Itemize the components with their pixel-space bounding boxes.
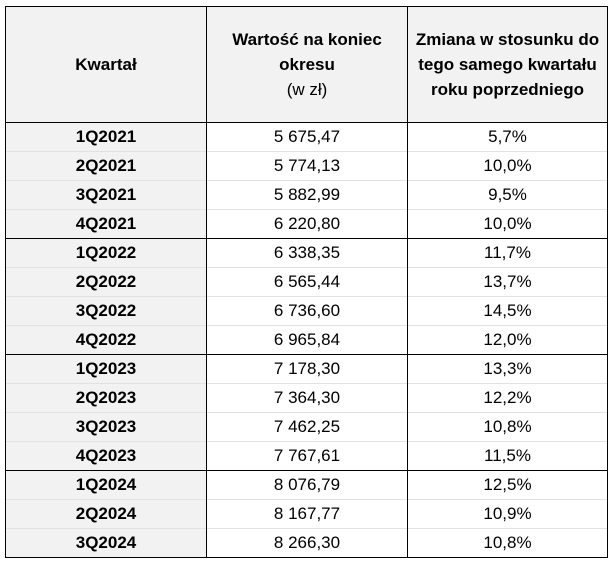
quarter-cell: 3Q2023 <box>5 412 207 442</box>
table-row: 4Q2023 7 767,61 11,5% <box>5 441 608 471</box>
header-quarter: Kwartał <box>5 6 207 123</box>
value-cell: 6 565,44 <box>206 267 408 297</box>
header-value: Wartość na koniec okresu (w zł) <box>206 6 408 123</box>
quarter-cell: 1Q2024 <box>5 470 207 500</box>
value-cell: 6 338,35 <box>206 238 408 268</box>
quarter-cell: 1Q2022 <box>5 238 207 268</box>
quarter-cell: 4Q2023 <box>5 441 207 471</box>
value-cell: 8 167,77 <box>206 499 408 529</box>
table-row: 1Q2021 5 675,47 5,7% <box>5 122 608 152</box>
change-cell: 14,5% <box>407 296 608 326</box>
quarter-cell: 4Q2021 <box>5 209 207 239</box>
value-cell: 7 462,25 <box>206 412 408 442</box>
change-cell: 10,8% <box>407 412 608 442</box>
value-cell: 7 178,30 <box>206 354 408 384</box>
value-cell: 8 076,79 <box>206 470 408 500</box>
table-row: 4Q2022 6 965,84 12,0% <box>5 325 608 355</box>
value-cell: 7 767,61 <box>206 441 408 471</box>
table-row: 2Q2024 8 167,77 10,9% <box>5 499 608 529</box>
change-cell: 9,5% <box>407 180 608 210</box>
table-row: 1Q2023 7 178,30 13,3% <box>5 354 608 384</box>
value-cell: 5 675,47 <box>206 122 408 152</box>
quarter-cell: 4Q2022 <box>5 325 207 355</box>
quarter-cell: 1Q2021 <box>5 122 207 152</box>
change-cell: 10,9% <box>407 499 608 529</box>
change-cell: 12,0% <box>407 325 608 355</box>
table-row: 4Q2021 6 220,80 10,0% <box>5 209 608 239</box>
change-cell: 11,5% <box>407 441 608 471</box>
value-cell: 8 266,30 <box>206 528 408 558</box>
value-cell: 5 882,99 <box>206 180 408 210</box>
table-row: 2Q2023 7 364,30 12,2% <box>5 383 608 413</box>
quarter-cell: 2Q2024 <box>5 499 207 529</box>
value-cell: 6 220,80 <box>206 209 408 239</box>
quarter-cell: 2Q2022 <box>5 267 207 297</box>
change-cell: 13,3% <box>407 354 608 384</box>
header-value-unit: (w zł) <box>286 80 328 99</box>
value-cell: 6 736,60 <box>206 296 408 326</box>
change-cell: 10,0% <box>407 209 608 239</box>
value-cell: 7 364,30 <box>206 383 408 413</box>
header-value-label: Wartość na koniec okresu <box>232 30 382 74</box>
table-row: 1Q2024 8 076,79 12,5% <box>5 470 608 500</box>
header-row: Kwartał Wartość na koniec okresu (w zł) … <box>5 6 608 123</box>
change-cell: 12,2% <box>407 383 608 413</box>
quarter-cell: 3Q2022 <box>5 296 207 326</box>
value-cell: 6 965,84 <box>206 325 408 355</box>
value-cell: 5 774,13 <box>206 151 408 181</box>
table-row: 3Q2022 6 736,60 14,5% <box>5 296 608 326</box>
change-cell: 11,7% <box>407 238 608 268</box>
quarter-cell: 2Q2021 <box>5 151 207 181</box>
quarter-cell: 2Q2023 <box>5 383 207 413</box>
quarter-cell: 3Q2024 <box>5 528 207 558</box>
table-row: 1Q2022 6 338,35 11,7% <box>5 238 608 268</box>
table-row: 3Q2024 8 266,30 10,8% <box>5 528 608 558</box>
table-row: 3Q2021 5 882,99 9,5% <box>5 180 608 210</box>
quarter-cell: 3Q2021 <box>5 180 207 210</box>
table-row: 2Q2021 5 774,13 10,0% <box>5 151 608 181</box>
header-change: Zmiana w stosunku do tego samego kwartał… <box>407 6 608 123</box>
change-cell: 10,8% <box>407 528 608 558</box>
salary-table: Kwartał Wartość na koniec okresu (w zł) … <box>5 6 608 558</box>
change-cell: 5,7% <box>407 122 608 152</box>
change-cell: 10,0% <box>407 151 608 181</box>
table-row: 2Q2022 6 565,44 13,7% <box>5 267 608 297</box>
change-cell: 12,5% <box>407 470 608 500</box>
table-row: 3Q2023 7 462,25 10,8% <box>5 412 608 442</box>
change-cell: 13,7% <box>407 267 608 297</box>
quarter-cell: 1Q2023 <box>5 354 207 384</box>
